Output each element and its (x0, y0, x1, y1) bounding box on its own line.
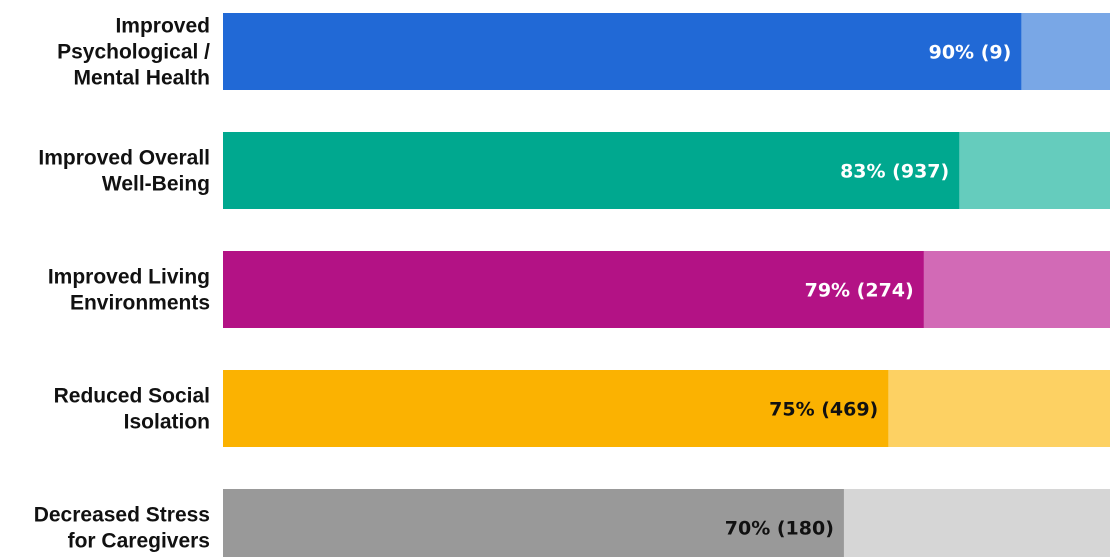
category-label: Decreased Stress for Caregivers (34, 504, 210, 553)
bar-group: 79% (274) Improved Living Environments (48, 251, 1110, 328)
category-label-line: for Caregivers (68, 530, 210, 553)
bar (223, 251, 924, 328)
category-label: Improved Psychological / Mental Health (57, 15, 210, 90)
bar-group: 70% (180) Decreased Stress for Caregivers (34, 489, 1110, 557)
category-label-line: Decreased Stress (34, 504, 210, 527)
data-label: 70% (180) (725, 518, 834, 540)
category-label-line: Improved Overall (38, 147, 210, 170)
category-label-line: Psychological / (57, 41, 210, 64)
category-label-line: Improved Living (48, 266, 210, 289)
bar-group: 83% (937) Improved Overall Well-Being (38, 132, 1110, 209)
category-label-line: Well-Being (102, 173, 210, 196)
category-label: Improved Overall Well-Being (38, 147, 210, 196)
category-label-line: Improved (115, 15, 210, 38)
data-label: 79% (274) (805, 280, 914, 302)
data-label: 83% (937) (840, 161, 949, 183)
bar (223, 13, 1022, 90)
bar (223, 489, 844, 557)
category-label-line: Reduced Social (54, 385, 210, 408)
bar-group: 75% (469) Reduced Social Isolation (54, 370, 1110, 447)
data-label: 75% (469) (769, 399, 878, 421)
bar (223, 370, 889, 447)
category-label: Improved Living Environments (48, 266, 210, 315)
category-label-line: Environments (70, 292, 210, 315)
bar-group: 90% (9) Improved Psychological / Mental Hea… (57, 13, 1110, 90)
category-label-line: Mental Health (73, 67, 210, 90)
category-label-line: Isolation (124, 411, 210, 434)
category-label: Reduced Social Isolation (54, 385, 210, 434)
data-label: 90% (9) (929, 42, 1012, 64)
bar (223, 132, 960, 209)
